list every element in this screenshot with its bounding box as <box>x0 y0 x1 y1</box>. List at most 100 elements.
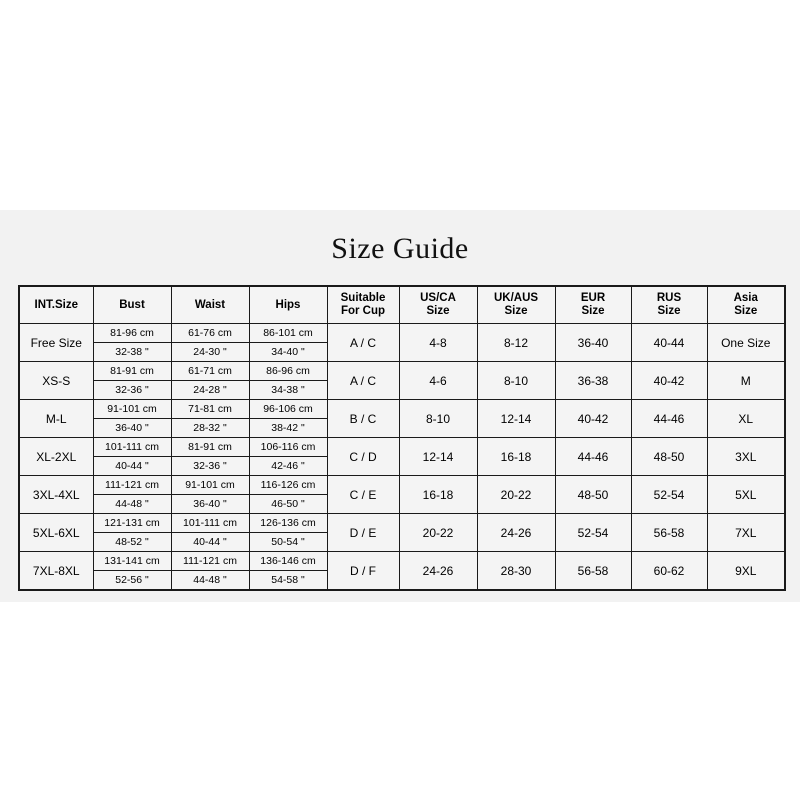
header-line1: INT.Size <box>34 298 78 311</box>
cell-us-ca-size: 20-22 <box>398 513 478 552</box>
cell-hips-cm: 126-136 cm <box>248 513 328 533</box>
cell-int-size: 7XL-8XL <box>18 551 94 591</box>
cell-hips-in: 50-54 " <box>248 532 328 552</box>
cell-waist-in: 24-30 " <box>170 342 250 362</box>
cell-waist-cm: 91-101 cm <box>170 475 250 495</box>
table-row-inches: 36-40 " 28-32 " 38-42 " <box>19 418 785 438</box>
header-line1: UK/AUS <box>493 292 539 304</box>
table-row-inches: 52-56 " 44-48 " 54-58 " <box>19 570 785 591</box>
size-guide-table: INT.Size Bust Waist Hips Suitable For Cu… <box>18 285 786 591</box>
column-header-asia-size: Asia Size <box>706 285 786 324</box>
column-header-waist: Waist <box>170 285 250 324</box>
cell-uk-aus-size: 8-10 <box>476 361 556 400</box>
cell-bust-cm: 121-131 cm <box>92 513 172 533</box>
cell-bust-in: 32-38 " <box>92 342 172 362</box>
header-line1: US/CA <box>420 292 456 304</box>
column-header-suitable-for-cup: Suitable For Cup <box>326 285 400 324</box>
cell-waist-cm: 61-76 cm <box>170 323 250 343</box>
cell-uk-aus-size: 16-18 <box>476 437 556 476</box>
table-row: 5XL-6XL 121-131 cm 101-111 cm 126-136 cm D /… <box>18 513 786 552</box>
cell-bust-in: 48-52 " <box>92 532 172 552</box>
header-line1: Waist <box>194 298 226 311</box>
cell-bust-in: 40-44 " <box>92 456 172 476</box>
table-row: M-L 91-101 cm 71-81 cm 96-106 cm B / C 8-10 12… <box>18 399 786 438</box>
cell-bust-in: 52-56 " <box>92 570 172 591</box>
cell-eur-size: 36-38 <box>554 361 632 400</box>
header-line2: Size <box>504 305 528 317</box>
cell-hips-in: 46-50 " <box>248 494 328 514</box>
cell-hips-cm: 96-106 cm <box>248 399 328 419</box>
header-line1: Asia <box>733 292 758 304</box>
cell-hips-in: 54-58 " <box>248 570 328 591</box>
cell-asia-size: 3XL <box>706 437 786 476</box>
cell-us-ca-size: 8-10 <box>398 399 478 438</box>
column-header-us-ca-size: US/CA Size <box>398 285 478 324</box>
cell-bust-in: 36-40 " <box>92 418 172 438</box>
cell-waist-cm: 71-81 cm <box>170 399 250 419</box>
cell-uk-aus-size: 28-30 <box>476 551 556 591</box>
size-table-container: INT.Size Bust Waist Hips Suitable For Cu… <box>18 285 786 591</box>
cell-asia-size: 5XL <box>706 475 786 514</box>
cell-eur-size: 48-50 <box>554 475 632 514</box>
table-row-inches: 48-52 " 40-44 " 50-54 " <box>19 532 785 552</box>
cell-bust-cm: 111-121 cm <box>92 475 172 495</box>
cell-hips-in: 42-46 " <box>248 456 328 476</box>
header-line2: Size <box>581 305 605 317</box>
header-row: INT.Size Bust Waist Hips Suitable For Cu… <box>18 285 786 324</box>
cell-suitable-for-cup: A / C <box>326 361 400 400</box>
cell-bust-cm: 81-91 cm <box>92 361 172 381</box>
header-line1: Suitable <box>340 292 386 304</box>
cell-uk-aus-size: 20-22 <box>476 475 556 514</box>
header-line1: Bust <box>119 298 145 311</box>
cell-rus-size: 48-50 <box>630 437 708 476</box>
cell-uk-aus-size: 12-14 <box>476 399 556 438</box>
cell-asia-size: M <box>706 361 786 400</box>
cell-bust-in: 32-36 " <box>92 380 172 400</box>
cell-suitable-for-cup: D / E <box>326 513 400 552</box>
cell-hips-in: 38-42 " <box>248 418 328 438</box>
cell-hips-cm: 86-96 cm <box>248 361 328 381</box>
table-row-inches: 40-44 " 32-36 " 42-46 " <box>19 456 785 476</box>
cell-eur-size: 44-46 <box>554 437 632 476</box>
cell-hips-cm: 106-116 cm <box>248 437 328 457</box>
table-row-inches: 44-48 " 36-40 " 46-50 " <box>19 494 785 514</box>
column-header-bust: Bust <box>92 285 172 324</box>
cell-rus-size: 60-62 <box>630 551 708 591</box>
cell-us-ca-size: 24-26 <box>398 551 478 591</box>
cell-hips-cm: 116-126 cm <box>248 475 328 495</box>
cell-bust-in: 44-48 " <box>92 494 172 514</box>
header-line2: For Cup <box>340 305 386 317</box>
cell-waist-in: 28-32 " <box>170 418 250 438</box>
table-header: INT.Size Bust Waist Hips Suitable For Cu… <box>18 285 786 324</box>
cell-waist-cm: 81-91 cm <box>170 437 250 457</box>
page-title: Size Guide <box>331 232 469 265</box>
cell-eur-size: 52-54 <box>554 513 632 552</box>
header-line2: Size <box>426 305 450 317</box>
cell-suitable-for-cup: B / C <box>326 399 400 438</box>
table-row: 7XL-8XL 131-141 cm 111-121 cm 136-146 cm D /… <box>18 551 786 591</box>
cell-us-ca-size: 12-14 <box>398 437 478 476</box>
cell-asia-size: One Size <box>706 323 786 362</box>
cell-waist-cm: 111-121 cm <box>170 551 250 571</box>
cell-eur-size: 56-58 <box>554 551 632 591</box>
cell-waist-in: 32-36 " <box>170 456 250 476</box>
cell-us-ca-size: 16-18 <box>398 475 478 514</box>
cell-int-size: Free Size <box>18 323 94 362</box>
cell-rus-size: 44-46 <box>630 399 708 438</box>
cell-hips-cm: 86-101 cm <box>248 323 328 343</box>
header-line2: Size <box>734 305 758 317</box>
cell-hips-cm: 136-146 cm <box>248 551 328 571</box>
table-row: 3XL-4XL 111-121 cm 91-101 cm 116-126 cm C / … <box>18 475 786 514</box>
header-line1: EUR <box>580 292 606 304</box>
cell-waist-in: 24-28 " <box>170 380 250 400</box>
cell-asia-size: 9XL <box>706 551 786 591</box>
cell-int-size: XS-S <box>18 361 94 400</box>
cell-us-ca-size: 4-8 <box>398 323 478 362</box>
cell-suitable-for-cup: C / E <box>326 475 400 514</box>
cell-suitable-for-cup: C / D <box>326 437 400 476</box>
cell-hips-in: 34-40 " <box>248 342 328 362</box>
cell-int-size: 3XL-4XL <box>18 475 94 514</box>
cell-int-size: 5XL-6XL <box>18 513 94 552</box>
